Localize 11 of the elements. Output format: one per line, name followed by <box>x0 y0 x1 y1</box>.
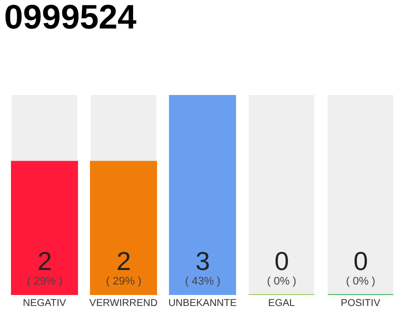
x-tick-label: POSITIV <box>340 298 381 309</box>
data-label: 0 ( 0% ) <box>267 246 296 288</box>
data-label: 2 ( 29% ) <box>106 246 142 288</box>
x-tick-label: UNBEKANNTE <box>168 298 237 309</box>
data-label: 0 ( 0% ) <box>346 246 376 288</box>
x-tick-label: VERWIRREND <box>89 298 158 309</box>
x-tick-label: EGAL <box>268 298 296 309</box>
data-label: 3 ( 43% ) <box>185 246 220 288</box>
chart-title: 0999524 <box>4 0 137 37</box>
x-tick-label: NEGATIV <box>22 298 66 309</box>
data-label: 2 ( 29% ) <box>27 246 62 288</box>
